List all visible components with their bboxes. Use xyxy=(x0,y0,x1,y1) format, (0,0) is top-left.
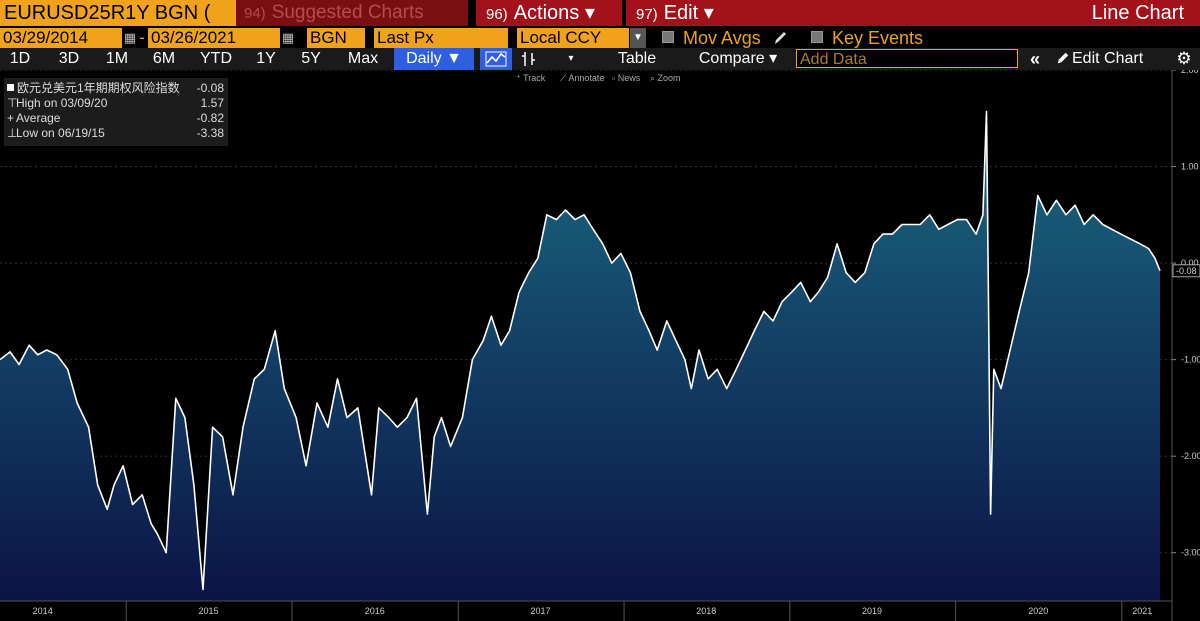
zoom-label: Zoom xyxy=(657,73,681,83)
news-tool[interactable]: ▫ News xyxy=(612,73,641,83)
range-1d-button[interactable]: 1D xyxy=(4,48,36,70)
news-label: News xyxy=(617,73,641,83)
x-tick-label: 2017 xyxy=(530,606,550,616)
source-field[interactable]: BGN xyxy=(307,28,365,48)
series-color-swatch xyxy=(7,84,14,91)
edit-label: Edit ▾ xyxy=(663,2,714,24)
view-title: Line Chart xyxy=(736,0,1200,26)
annotate-tool[interactable]: ⟋ Annotate xyxy=(560,73,605,83)
mov-avgs-label[interactable]: Mov Avgs xyxy=(683,28,761,48)
currency-selector[interactable]: Local CCY xyxy=(517,28,629,48)
period-selector[interactable]: Daily ▼ xyxy=(394,48,474,70)
legend-low-label: Low on 06/19/15 xyxy=(16,126,105,140)
track-tool[interactable]: ⁺ Track xyxy=(516,73,546,83)
actions-number: 96) xyxy=(486,6,508,23)
actions-menu[interactable]: 96) Actions ▾ xyxy=(476,0,622,26)
x-tick-label: 2021 xyxy=(1132,606,1152,616)
start-date-field[interactable]: 03/29/2014 xyxy=(0,28,122,48)
x-tick-label: 2019 xyxy=(862,606,882,616)
edit-number: 97) xyxy=(636,6,658,23)
x-tick-label: 2018 xyxy=(696,606,716,616)
annotate-label: Annotate xyxy=(568,73,605,83)
legend-series-row[interactable]: 欧元兑美元1年期期权风险指数 xyxy=(7,81,180,96)
legend-high-row: ⊤High on 03/09/20 xyxy=(7,96,107,111)
key-events-checkbox[interactable] xyxy=(811,31,823,43)
y-tick-label: 0.00 xyxy=(1181,258,1199,268)
legend-last-value: -0.08 xyxy=(196,81,224,95)
range-1y-button[interactable]: 1Y xyxy=(250,48,282,70)
add-data-input[interactable]: Add Data xyxy=(796,49,1018,68)
y-tick-label: 1.00 xyxy=(1181,162,1199,172)
legend-low-row: ⊥Low on 06/19/15 xyxy=(7,126,105,141)
x-tick-label: 2014 xyxy=(33,606,53,616)
legend-low-value: -3.38 xyxy=(196,126,224,140)
field-selector[interactable]: Last Px xyxy=(374,28,508,48)
x-axis: 2014 2015 2016 2017 2018 2019 2020 2021 xyxy=(33,601,1152,621)
line-chart[interactable]: 2.00 1.00 0.00 -1.00 -2.00 -3.00 2014 2015 2016… xyxy=(0,70,1200,621)
range-6m-button[interactable]: 6M xyxy=(146,48,182,70)
chevron-down-icon[interactable]: ▼ xyxy=(630,28,646,48)
track-label: Track xyxy=(523,73,546,83)
date-range-dash: - xyxy=(139,28,145,47)
suggested-charts-label: Suggested Charts xyxy=(271,2,424,23)
line-chart-icon[interactable] xyxy=(480,48,512,70)
legend-average-row: + Average xyxy=(7,111,60,126)
edit-chart-label: Edit Chart xyxy=(1072,50,1144,67)
collapse-panel-button[interactable]: « xyxy=(1022,48,1048,70)
legend-high-value: 1.57 xyxy=(200,96,224,110)
gear-icon[interactable]: ⚙ xyxy=(1172,48,1196,70)
zoom-tool[interactable]: ⌕ Zoom xyxy=(650,73,681,83)
edit-chart-button[interactable]: Edit Chart xyxy=(1052,48,1168,70)
last-value-box xyxy=(1172,264,1200,278)
low-marker-icon: ⊥ xyxy=(7,126,18,140)
end-date-field[interactable]: 03/26/2021 xyxy=(148,28,280,48)
last-value-label: -0.08 xyxy=(1176,266,1197,276)
suggested-charts-menu[interactable]: 94) Suggested Charts xyxy=(236,0,468,26)
last-value-marker: -0.08 xyxy=(1172,264,1200,278)
pencil-icon[interactable] xyxy=(772,29,788,47)
range-5y-button[interactable]: 5Y xyxy=(294,48,328,70)
security-ticker[interactable]: EURUSD25R1Y BGN ( xyxy=(0,0,270,26)
edit-menu[interactable]: 97) Edit ▾ xyxy=(626,0,736,26)
pencil-icon xyxy=(1056,48,1072,70)
range-3d-button[interactable]: 3D xyxy=(52,48,86,70)
y-tick-label: -1.00 xyxy=(1181,355,1200,365)
actions-label: Actions ▾ xyxy=(513,2,595,24)
range-ytd-button[interactable]: YTD xyxy=(194,48,238,70)
y-tick-label: -3.00 xyxy=(1181,548,1200,558)
key-events-label[interactable]: Key Events xyxy=(832,28,924,48)
x-tick-label: 2015 xyxy=(198,606,218,616)
table-button[interactable]: Table xyxy=(598,48,676,70)
series-line xyxy=(0,110,1161,591)
average-marker-icon: + xyxy=(7,111,15,125)
calendar-icon[interactable]: ▦ xyxy=(281,30,295,45)
legend-high-label: High on 03/09/20 xyxy=(16,96,108,110)
mov-avgs-checkbox[interactable] xyxy=(662,31,674,43)
y-axis: 2.00 1.00 0.00 -1.00 -2.00 -3.00 xyxy=(1172,70,1200,558)
calendar-icon[interactable]: ▦ xyxy=(123,30,137,45)
chart-legend: 欧元兑美元1年期期权风险指数 -0.08 ⊤High on 03/09/20 1… xyxy=(4,78,228,146)
x-tick-label: 2020 xyxy=(1028,606,1048,616)
legend-average-value: -0.82 xyxy=(196,111,224,125)
y-tick-label: -2.00 xyxy=(1181,451,1200,461)
chevron-down-icon[interactable]: ▾ xyxy=(556,48,586,70)
suggested-charts-number: 94) xyxy=(244,5,266,22)
x-tick-label: 2016 xyxy=(365,606,385,616)
legend-average-label: Average xyxy=(16,111,61,125)
high-marker-icon: ⊤ xyxy=(7,96,18,110)
series-area xyxy=(0,111,1160,601)
candlestick-icon[interactable] xyxy=(514,48,544,70)
legend-series-name: 欧元兑美元1年期期权风险指数 xyxy=(17,81,180,95)
y-tick-label: 2.00 xyxy=(1181,70,1199,75)
range-max-button[interactable]: Max xyxy=(340,48,386,70)
compare-menu[interactable]: Compare ▾ xyxy=(690,48,786,70)
range-1m-button[interactable]: 1M xyxy=(100,48,134,70)
